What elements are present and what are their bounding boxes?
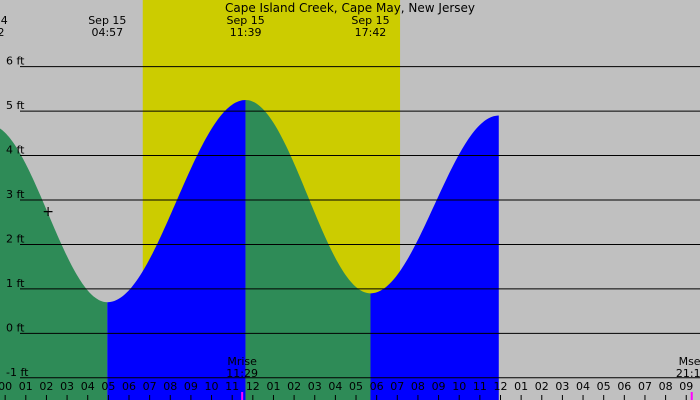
hour-tick-label: 10 xyxy=(452,380,466,393)
extreme-date-label: Sep 15 xyxy=(88,14,126,27)
hour-tick-label: 04 xyxy=(576,380,590,393)
hour-tick-label: 02 xyxy=(39,380,53,393)
hour-tick-label: 03 xyxy=(60,380,74,393)
hour-tick-label: 06 xyxy=(122,380,136,393)
y-axis-labels: 6 ft 5 ft 4 ft 3 ft 2 ft 1 ft 0 ft -1 ft xyxy=(6,55,29,379)
x-axis-hour-labels: 00 01 02 03 04 05 06 07 08 09 10 11 12 01 02 03 04 05 06 07… xyxy=(0,380,693,400)
falling-tide-segment xyxy=(0,128,108,400)
hour-tick-label: 04 xyxy=(328,380,342,393)
hour-tick-label: 03 xyxy=(555,380,569,393)
y-tick-label: 2 ft xyxy=(6,232,25,245)
hour-tick-label: 07 xyxy=(143,380,157,393)
hour-tick-label: 10 xyxy=(205,380,219,393)
y-tick-label: 4 ft xyxy=(6,144,25,157)
hour-tick-label: 05 xyxy=(349,380,363,393)
moon-event-label: Mrise xyxy=(227,355,257,368)
current-tide-symbol: + xyxy=(42,204,54,220)
moon-event-time: 21:10 xyxy=(676,367,700,380)
hour-tick-label: 07 xyxy=(638,380,652,393)
hour-tick-label: 11 xyxy=(225,380,239,393)
tide-curve xyxy=(0,100,499,400)
y-tick-label: 6 ft xyxy=(6,55,25,68)
extreme-time-label: 17:42 xyxy=(355,26,387,39)
moon-event-label: Mset xyxy=(679,355,700,368)
rising-tide-segment xyxy=(370,115,499,400)
y-tick-label: 0 ft xyxy=(6,321,25,334)
hour-tick-label: 06 xyxy=(617,380,631,393)
hour-tick-label: 01 xyxy=(266,380,280,393)
hour-tick-label: 02 xyxy=(535,380,549,393)
rising-tide-segment xyxy=(107,100,246,400)
hour-tick-label: 09 xyxy=(184,380,198,393)
hour-tick-label: 12 xyxy=(246,380,260,393)
hour-tick-label: 04 xyxy=(81,380,95,393)
y-tick-label: -1 ft xyxy=(6,366,29,379)
hour-tick-label: 12 xyxy=(493,380,507,393)
hour-tick-label: 01 xyxy=(514,380,528,393)
extreme-date-label: Sep 15 xyxy=(226,14,264,27)
falling-tide-segment xyxy=(245,100,371,400)
y-tick-label: 5 ft xyxy=(6,99,25,112)
hour-tick-label: 00 xyxy=(0,380,12,393)
hour-tick-label: 02 xyxy=(287,380,301,393)
extreme-time-label: 23:12 xyxy=(0,26,5,39)
hour-tick-label: 09 xyxy=(679,380,693,393)
hour-tick-label: 09 xyxy=(432,380,446,393)
hour-tick-label: 07 xyxy=(390,380,404,393)
chart-title: Cape Island Creek, Cape May, New Jersey xyxy=(225,1,475,15)
extreme-date-label: Sep 15 xyxy=(351,14,389,27)
hour-tick-label: 06 xyxy=(370,380,384,393)
hour-tick-label: 08 xyxy=(659,380,673,393)
y-tick-label: 1 ft xyxy=(6,277,25,290)
hour-tick-label: 01 xyxy=(19,380,33,393)
y-tick-label: 3 ft xyxy=(6,188,25,201)
moon-event-time: 11:29 xyxy=(226,367,258,380)
extreme-time-label: 04:57 xyxy=(91,26,123,39)
extreme-time-label: 11:39 xyxy=(230,26,262,39)
hour-tick-label: 05 xyxy=(101,380,115,393)
hour-tick-label: 03 xyxy=(308,380,322,393)
gridlines xyxy=(20,66,700,379)
hour-tick-label: 05 xyxy=(597,380,611,393)
extreme-date-label: Sep 14 xyxy=(0,14,8,27)
hour-tick-label: 08 xyxy=(163,380,177,393)
hour-tick-label: 08 xyxy=(411,380,425,393)
current-tide-marker: + xyxy=(42,204,54,220)
hour-tick-label: 11 xyxy=(473,380,487,393)
